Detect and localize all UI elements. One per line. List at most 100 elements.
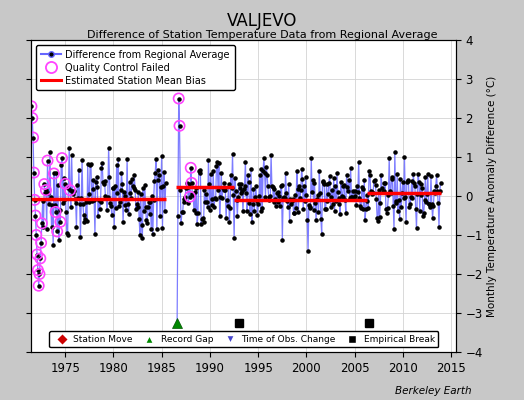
Point [237,181,246,187]
Point [306,204,314,210]
Point [354,158,363,165]
Point [402,179,411,185]
Point [290,210,299,216]
Point [302,191,311,198]
Point [34,267,42,273]
Point [309,177,317,183]
Point [407,194,415,200]
Point [331,183,340,190]
Point [267,152,275,158]
Point [56,219,64,225]
Point [420,210,428,216]
Point [57,162,66,168]
Point [429,215,437,221]
Point [380,180,389,186]
Point [176,187,184,193]
Point [211,195,219,201]
Point [388,176,397,182]
Point [272,203,280,209]
Point [143,220,151,226]
Point [390,148,399,155]
Point [394,208,402,214]
Point [327,193,335,200]
Point [177,220,185,226]
Point [258,205,266,212]
Point [378,184,386,191]
Point [408,178,416,184]
Point [77,195,85,201]
Point [401,194,409,200]
Point [364,205,373,211]
Point [250,208,258,214]
Point [138,235,147,241]
Point [66,187,74,194]
Point [63,232,72,238]
Point [121,202,129,208]
Point [264,183,272,189]
Point [70,187,78,194]
Point [147,226,156,232]
Point [253,198,261,204]
Point [375,187,383,193]
Point [50,170,58,177]
Point [104,194,112,200]
Point [116,186,125,193]
Point [362,206,370,212]
Point [51,209,60,215]
Point [263,172,271,178]
Point [139,185,147,191]
Point [58,155,66,161]
Point [204,157,213,164]
Point [101,178,109,185]
Point [92,179,100,185]
Point [313,192,322,198]
Point [100,181,108,188]
Point [378,189,387,196]
Point [345,176,353,183]
Point [300,183,308,189]
Point [49,242,57,248]
Point [308,189,316,195]
Point [268,184,277,190]
Point [268,182,276,189]
Point [134,188,143,195]
Point [289,196,297,202]
Point [118,181,126,187]
Point [275,192,283,199]
Point [116,199,124,205]
Point [296,194,304,201]
Point [114,156,123,162]
Point [393,171,401,178]
Point [205,181,213,187]
Point [386,188,394,194]
Point [238,188,246,194]
Point [332,198,341,204]
Point [299,206,308,212]
Point [149,231,157,238]
Text: Difference of Station Temperature Data from Regional Average: Difference of Station Temperature Data f… [87,30,437,40]
Point [77,234,85,240]
Point [56,219,64,225]
Point [417,192,425,199]
Point [156,213,164,219]
Point [54,181,62,188]
Point [219,185,227,192]
Point [157,184,165,190]
Point [328,186,336,193]
Point [67,204,75,210]
Point [34,267,42,273]
Point [370,176,379,183]
Point [358,184,366,190]
Point [216,194,225,200]
Point [152,156,160,162]
Point [148,192,156,199]
Point [292,168,301,174]
Point [124,201,132,208]
Point [146,210,154,217]
Point [333,170,341,176]
Point [361,217,369,223]
Point [199,215,207,221]
Point [222,215,230,222]
Point [372,196,380,202]
Point [256,172,264,179]
